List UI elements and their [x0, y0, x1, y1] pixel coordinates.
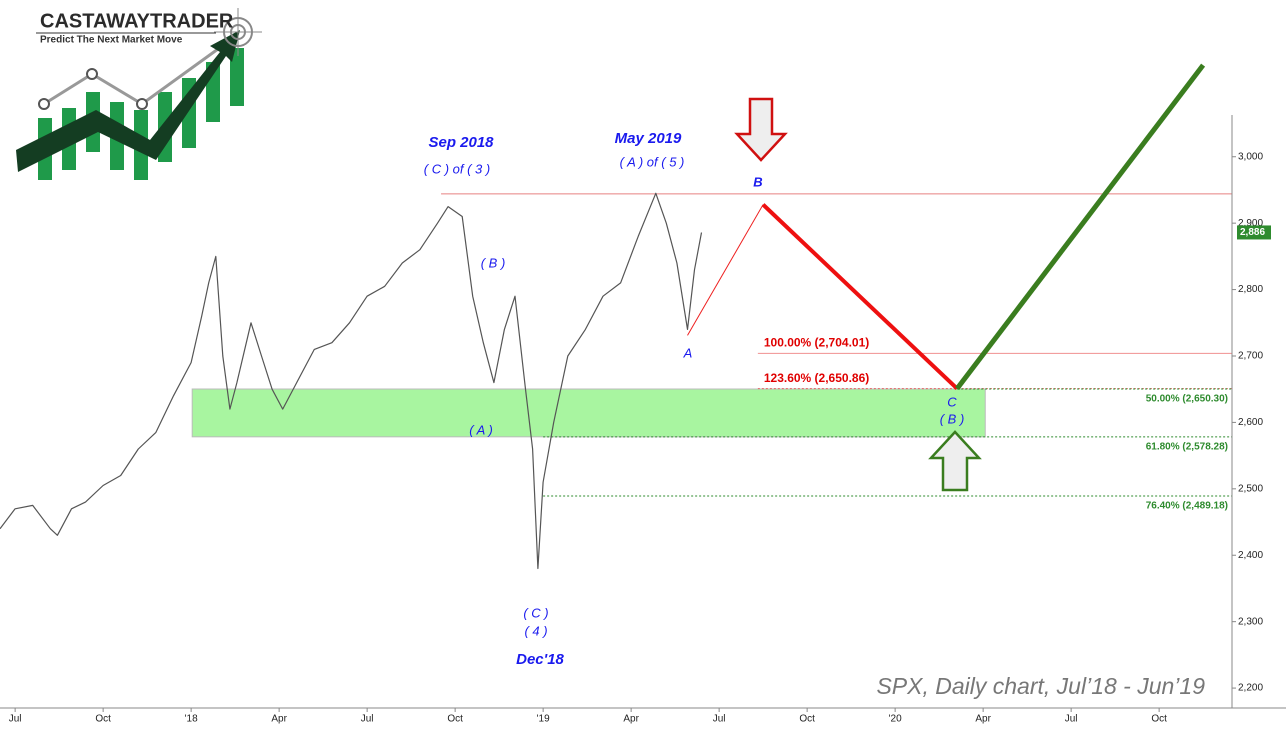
annotation: ( B )	[940, 411, 965, 426]
watermark: SPX, Daily chart, Jul’18 - Jun’19	[876, 673, 1205, 699]
annotation: ( 4 )	[524, 623, 547, 638]
fib-label: 61.80% (2,578.28)	[1146, 441, 1228, 452]
x-tick-label: Oct	[95, 714, 111, 725]
logo: CASTAWAYTRADER Predict The Next Market M…	[16, 8, 262, 180]
fib-label: 50.00% (2,650.30)	[1146, 394, 1228, 405]
support-zone	[191, 388, 986, 438]
y-tick-label: 2,600	[1238, 417, 1263, 428]
y-tick-label: 2,200	[1238, 683, 1263, 694]
last-price-box	[1237, 225, 1271, 240]
x-tick-label: Apr	[623, 714, 639, 725]
y-tick-label: 2,500	[1238, 483, 1263, 494]
annotation: B	[753, 174, 762, 189]
up-arrow	[928, 430, 982, 492]
logo-line	[43, 34, 237, 106]
x-tick-label: Jul	[1065, 714, 1078, 725]
x-tick-label: Apr	[975, 714, 991, 725]
x-tick-label: Oct	[1151, 714, 1167, 725]
annotation: C	[947, 394, 957, 409]
annotation: ( C )	[523, 605, 548, 620]
annotation: Sep 2018	[428, 134, 494, 151]
price-line	[955, 63, 1206, 391]
x-tick-label: Jul	[9, 714, 22, 725]
y-tick-label: 2,400	[1238, 550, 1263, 561]
annotation: ( A )	[469, 422, 493, 437]
annotation: ( C ) of ( 3 )	[424, 161, 490, 176]
price-line	[687, 204, 764, 336]
x-tick-label: '20	[889, 714, 902, 725]
plot-layer: 100.00% (2,704.01) 123.60% (2,650.86) 50.0…	[0, 63, 1286, 725]
x-tick-label: '19	[537, 714, 550, 725]
logo-dot	[38, 98, 50, 110]
fib-label: 100.00% (2,704.01)	[764, 336, 869, 350]
y-tick-label: 2,900	[1238, 218, 1263, 229]
annotation: ( B )	[481, 255, 506, 270]
x-tick-label: Oct	[447, 714, 463, 725]
logo-bar	[230, 48, 244, 106]
annotation: Dec'18	[516, 651, 564, 668]
last-price-label: 2,886	[1240, 227, 1265, 238]
annotation: ( A ) of ( 5 )	[620, 154, 685, 169]
fib-label: 76.40% (2,489.18)	[1146, 501, 1228, 512]
y-tick-label: 3,000	[1238, 151, 1263, 162]
x-tick-label: Oct	[799, 714, 815, 725]
fib-label: 123.60% (2,650.86)	[764, 371, 869, 385]
x-tick-label: '18	[185, 714, 198, 725]
logo-name: CASTAWAYTRADER	[40, 10, 234, 32]
y-tick-label: 2,800	[1238, 284, 1263, 295]
price-line	[0, 192, 703, 570]
y-tick-label: 2,700	[1238, 351, 1263, 362]
logo-arrow	[16, 30, 240, 172]
annotation: A	[683, 345, 693, 360]
logo-tagline: Predict The Next Market Move	[40, 35, 183, 46]
logo-dot	[86, 68, 98, 80]
down-arrow	[734, 97, 788, 162]
x-tick-label: Apr	[271, 714, 287, 725]
x-tick-label: Jul	[713, 714, 726, 725]
logo-dot	[136, 98, 148, 110]
x-tick-label: Jul	[361, 714, 374, 725]
price-line	[761, 203, 959, 391]
y-tick-label: 2,300	[1238, 616, 1263, 627]
annotation: May 2019	[615, 130, 682, 147]
